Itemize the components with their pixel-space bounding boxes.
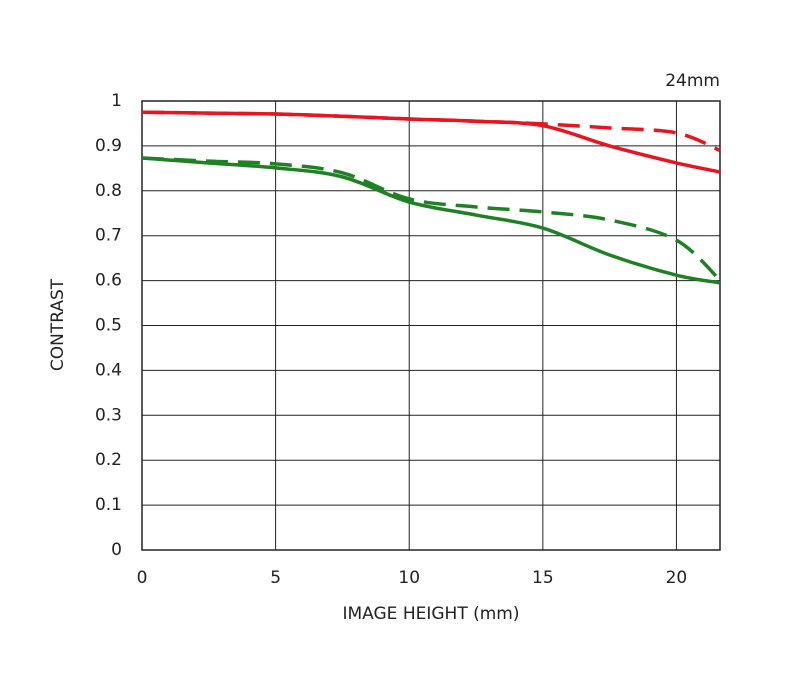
annotation: 24mm bbox=[665, 71, 720, 91]
x-tick-label: 0 bbox=[137, 568, 148, 588]
y-tick-label: 0.1 bbox=[95, 495, 122, 515]
y-tick-label: 0.2 bbox=[95, 450, 122, 470]
y-tick-label: 0 bbox=[111, 540, 122, 560]
mtf-line bbox=[141, 110, 721, 153]
x-tick-label: 10 bbox=[398, 568, 420, 588]
y-tick-label: 0.9 bbox=[95, 136, 122, 156]
mtf-line bbox=[141, 156, 721, 285]
y-tick-label: 0.6 bbox=[95, 271, 122, 291]
y-tick-label: 0.8 bbox=[95, 181, 122, 201]
y-tick-label: 0.4 bbox=[95, 360, 122, 380]
x-tick-label: 20 bbox=[666, 568, 688, 588]
x-tick-label: 15 bbox=[532, 568, 554, 588]
y-tick-label: 0.3 bbox=[95, 405, 122, 425]
mtf-line bbox=[141, 156, 722, 282]
y-tick-label: 0.5 bbox=[95, 316, 122, 336]
y-axis-label: CONTRAST bbox=[48, 278, 68, 371]
y-tick-label: 1 bbox=[111, 91, 122, 111]
y-tick-label: 0.7 bbox=[95, 226, 122, 246]
x-tick-label: 5 bbox=[270, 568, 281, 588]
x-axis-label: IMAGE HEIGHT (mm) bbox=[343, 604, 520, 624]
plot-frame bbox=[141, 100, 721, 551]
